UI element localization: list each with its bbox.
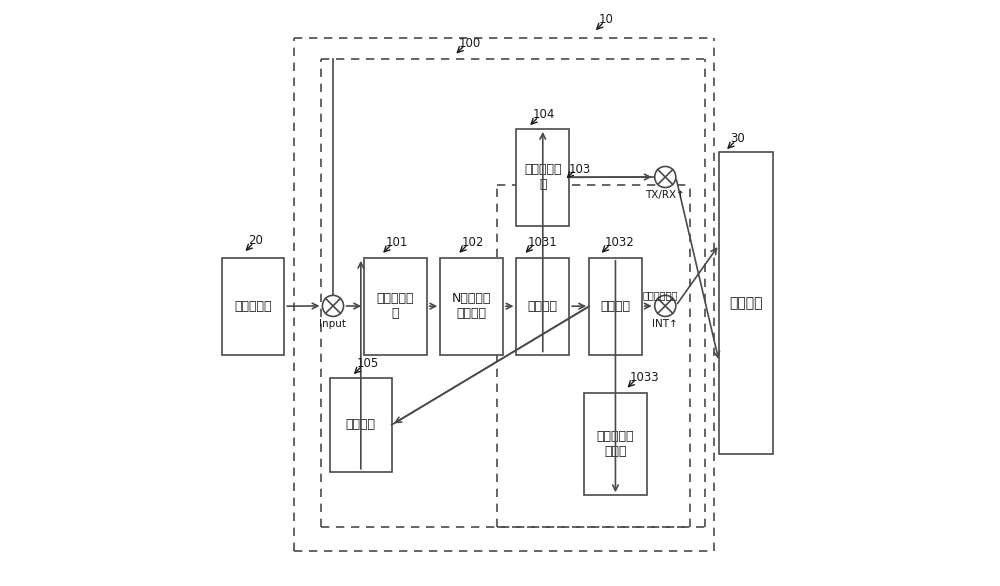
Bar <box>222 258 284 355</box>
Bar <box>516 258 569 355</box>
Bar <box>584 393 646 495</box>
Bar <box>516 129 569 226</box>
Text: 103: 103 <box>569 163 591 176</box>
Text: 1032: 1032 <box>604 236 634 249</box>
Text: 30: 30 <box>730 132 744 145</box>
Text: 102: 102 <box>462 236 484 249</box>
Circle shape <box>655 295 676 316</box>
Circle shape <box>655 166 676 188</box>
Text: 101: 101 <box>386 236 408 249</box>
Text: 数据存储模
块: 数据存储模 块 <box>524 163 562 191</box>
Text: 增益放大模
块: 增益放大模 块 <box>377 292 414 320</box>
Text: 104: 104 <box>533 108 555 121</box>
Text: 10: 10 <box>598 13 613 26</box>
Text: 比较状态存
储单元: 比较状态存 储单元 <box>596 430 634 458</box>
Bar <box>589 258 642 355</box>
Bar <box>330 378 392 472</box>
Text: 比较单元: 比较单元 <box>600 299 630 313</box>
Circle shape <box>322 295 344 316</box>
Text: TX/RX↑: TX/RX↑ <box>645 190 685 200</box>
Text: 比较中断信号: 比较中断信号 <box>643 290 678 300</box>
Text: Input: Input <box>319 319 346 329</box>
Text: 100: 100 <box>459 37 481 50</box>
Text: 1031: 1031 <box>528 236 558 249</box>
Text: N通道模数
转换模块: N通道模数 转换模块 <box>452 292 491 320</box>
Text: 105: 105 <box>356 357 379 370</box>
Text: 补偿模块: 补偿模块 <box>346 418 376 431</box>
Text: 压力传感器: 压力传感器 <box>234 299 272 313</box>
Text: 1033: 1033 <box>630 371 660 384</box>
Text: INT↑: INT↑ <box>652 319 678 329</box>
Text: 滤波单元: 滤波单元 <box>528 299 558 313</box>
Bar <box>364 258 427 355</box>
Bar <box>440 258 503 355</box>
Text: 20: 20 <box>248 234 263 247</box>
Text: 外部主机: 外部主机 <box>729 297 763 310</box>
Bar <box>719 152 773 454</box>
